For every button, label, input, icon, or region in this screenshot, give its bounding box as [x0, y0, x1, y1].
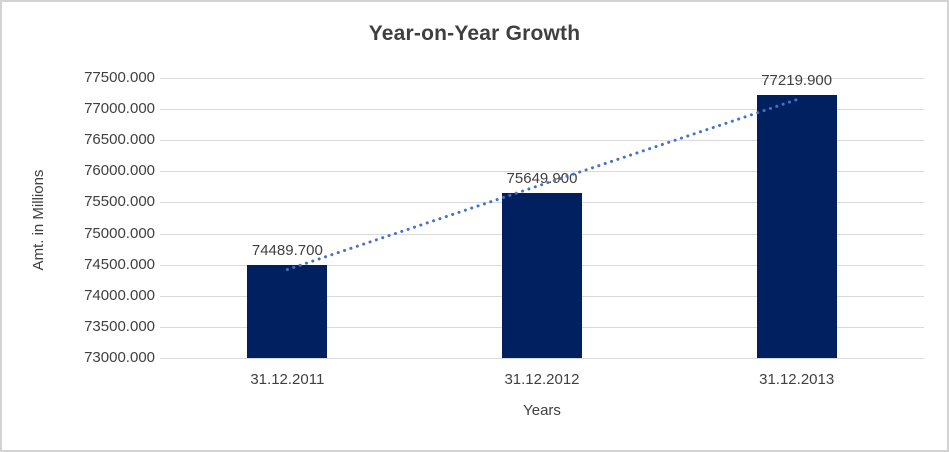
bar [502, 193, 582, 358]
y-tick-label: 77000.000 [84, 100, 155, 118]
bar-value-label: 77219.900 [761, 72, 833, 90]
y-tick-label: 77500.000 [84, 69, 155, 86]
gridline [160, 358, 924, 359]
x-tick-label: 31.12.2012 [504, 371, 580, 388]
plot-area: 74489.700 75649.900 77219.900 [160, 72, 924, 359]
y-tick-label: 73500.000 [84, 317, 155, 335]
y-tick-label: 75000.000 [84, 224, 155, 242]
y-tick-label: 76500.000 [84, 131, 155, 149]
y-tick-label: 74500.000 [84, 255, 155, 273]
bar-value-label: 74489.700 [251, 242, 323, 260]
y-tick-label: 73000.000 [84, 349, 155, 366]
x-axis-title: Years [523, 402, 561, 419]
y-tick-label: 74000.000 [84, 286, 155, 304]
gridline [160, 78, 924, 79]
y-tick-label: 75500.000 [84, 193, 155, 211]
x-tick-label: 31.12.2011 [250, 371, 325, 388]
x-tick-label: 31.12.2013 [759, 371, 835, 388]
chart-title: Year-on-Year Growth [368, 22, 581, 45]
y-tick-label: 76000.000 [84, 162, 155, 180]
bar-value-label: 75649.900 [506, 170, 578, 188]
bar [247, 265, 328, 358]
bar [756, 95, 837, 358]
